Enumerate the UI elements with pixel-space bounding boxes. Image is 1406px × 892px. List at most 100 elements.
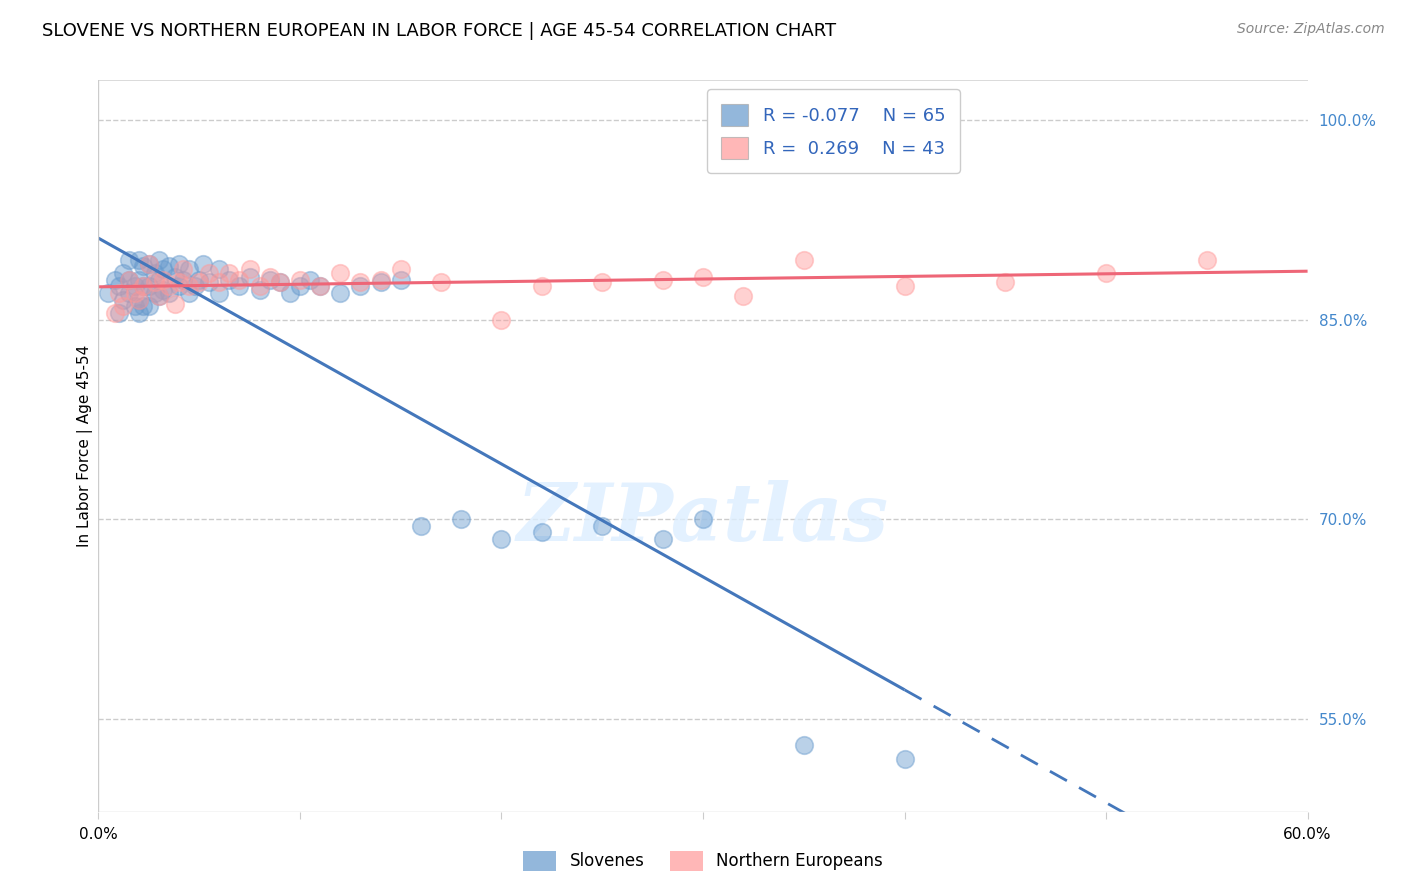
Point bbox=[349, 276, 371, 290]
Point bbox=[733, 289, 755, 303]
Legend: Slovenes, Northern Europeans: Slovenes, Northern Europeans bbox=[515, 842, 891, 880]
Point bbox=[118, 273, 141, 287]
Point bbox=[138, 299, 160, 313]
Point bbox=[128, 306, 150, 320]
Point bbox=[128, 293, 150, 307]
Point bbox=[97, 286, 120, 301]
Point bbox=[198, 276, 221, 290]
Point bbox=[370, 273, 392, 287]
Point bbox=[132, 279, 155, 293]
Point bbox=[143, 266, 166, 280]
Point bbox=[179, 286, 201, 301]
Legend: R = -0.077    N = 65, R =  0.269    N = 43: R = -0.077 N = 65, R = 0.269 N = 43 bbox=[707, 89, 960, 173]
Point bbox=[143, 276, 166, 290]
Point bbox=[651, 273, 673, 287]
Point bbox=[118, 286, 141, 301]
Point bbox=[329, 266, 352, 280]
Point bbox=[111, 266, 134, 280]
Point bbox=[143, 286, 166, 301]
Point bbox=[249, 284, 271, 298]
Point bbox=[148, 273, 170, 287]
Point bbox=[329, 286, 352, 301]
Point bbox=[167, 276, 190, 290]
Point bbox=[1095, 266, 1118, 280]
Point bbox=[138, 257, 160, 271]
Point bbox=[299, 273, 322, 287]
Point bbox=[893, 279, 915, 293]
Point bbox=[259, 270, 281, 285]
Point bbox=[208, 262, 231, 277]
Point bbox=[184, 279, 207, 293]
Point bbox=[1195, 252, 1218, 267]
Point bbox=[198, 266, 221, 280]
Point bbox=[163, 270, 186, 285]
Point bbox=[167, 279, 190, 293]
Point bbox=[208, 276, 231, 290]
Point bbox=[491, 312, 513, 326]
Point bbox=[692, 270, 714, 285]
Y-axis label: In Labor Force | Age 45-54: In Labor Force | Age 45-54 bbox=[76, 345, 93, 547]
Point bbox=[491, 532, 513, 546]
Point bbox=[591, 276, 613, 290]
Point bbox=[409, 518, 432, 533]
Point bbox=[111, 299, 134, 313]
Point bbox=[389, 273, 412, 287]
Point bbox=[152, 273, 174, 287]
Point bbox=[152, 284, 174, 298]
Point bbox=[430, 276, 453, 290]
Point bbox=[167, 257, 190, 271]
Point bbox=[163, 296, 186, 310]
Point bbox=[124, 299, 146, 313]
Point bbox=[349, 279, 371, 293]
Point bbox=[172, 262, 194, 277]
Point bbox=[148, 252, 170, 267]
Point bbox=[269, 276, 291, 290]
Point bbox=[107, 286, 129, 301]
Point bbox=[128, 252, 150, 267]
Point bbox=[118, 273, 141, 287]
Point bbox=[218, 273, 240, 287]
Point bbox=[138, 257, 160, 271]
Point bbox=[370, 276, 392, 290]
Point bbox=[138, 279, 160, 293]
Point bbox=[124, 286, 146, 301]
Point bbox=[179, 262, 201, 277]
Point bbox=[193, 257, 215, 271]
Point bbox=[148, 289, 170, 303]
Point bbox=[692, 512, 714, 526]
Point bbox=[530, 279, 553, 293]
Point bbox=[450, 512, 472, 526]
Text: ZIPatlas: ZIPatlas bbox=[517, 481, 889, 558]
Point bbox=[278, 286, 301, 301]
Point bbox=[239, 262, 262, 277]
Point bbox=[107, 279, 129, 293]
Point bbox=[107, 306, 129, 320]
Point bbox=[118, 252, 141, 267]
Point bbox=[148, 289, 170, 303]
Point bbox=[124, 279, 146, 293]
Point bbox=[793, 252, 815, 267]
Point bbox=[128, 293, 150, 307]
Point bbox=[188, 276, 211, 290]
Point bbox=[103, 273, 125, 287]
Point bbox=[309, 279, 332, 293]
Point bbox=[793, 738, 815, 752]
Point bbox=[157, 279, 180, 293]
Point bbox=[188, 273, 211, 287]
Point bbox=[111, 293, 134, 307]
Point bbox=[249, 279, 271, 293]
Point bbox=[152, 262, 174, 277]
Point bbox=[309, 279, 332, 293]
Point bbox=[132, 260, 155, 274]
Point bbox=[103, 306, 125, 320]
Point bbox=[172, 273, 194, 287]
Point bbox=[228, 279, 250, 293]
Point bbox=[132, 279, 155, 293]
Point bbox=[259, 273, 281, 287]
Point bbox=[591, 518, 613, 533]
Point bbox=[132, 299, 155, 313]
Point bbox=[157, 286, 180, 301]
Point bbox=[651, 532, 673, 546]
Point bbox=[288, 279, 311, 293]
Text: SLOVENE VS NORTHERN EUROPEAN IN LABOR FORCE | AGE 45-54 CORRELATION CHART: SLOVENE VS NORTHERN EUROPEAN IN LABOR FO… bbox=[42, 22, 837, 40]
